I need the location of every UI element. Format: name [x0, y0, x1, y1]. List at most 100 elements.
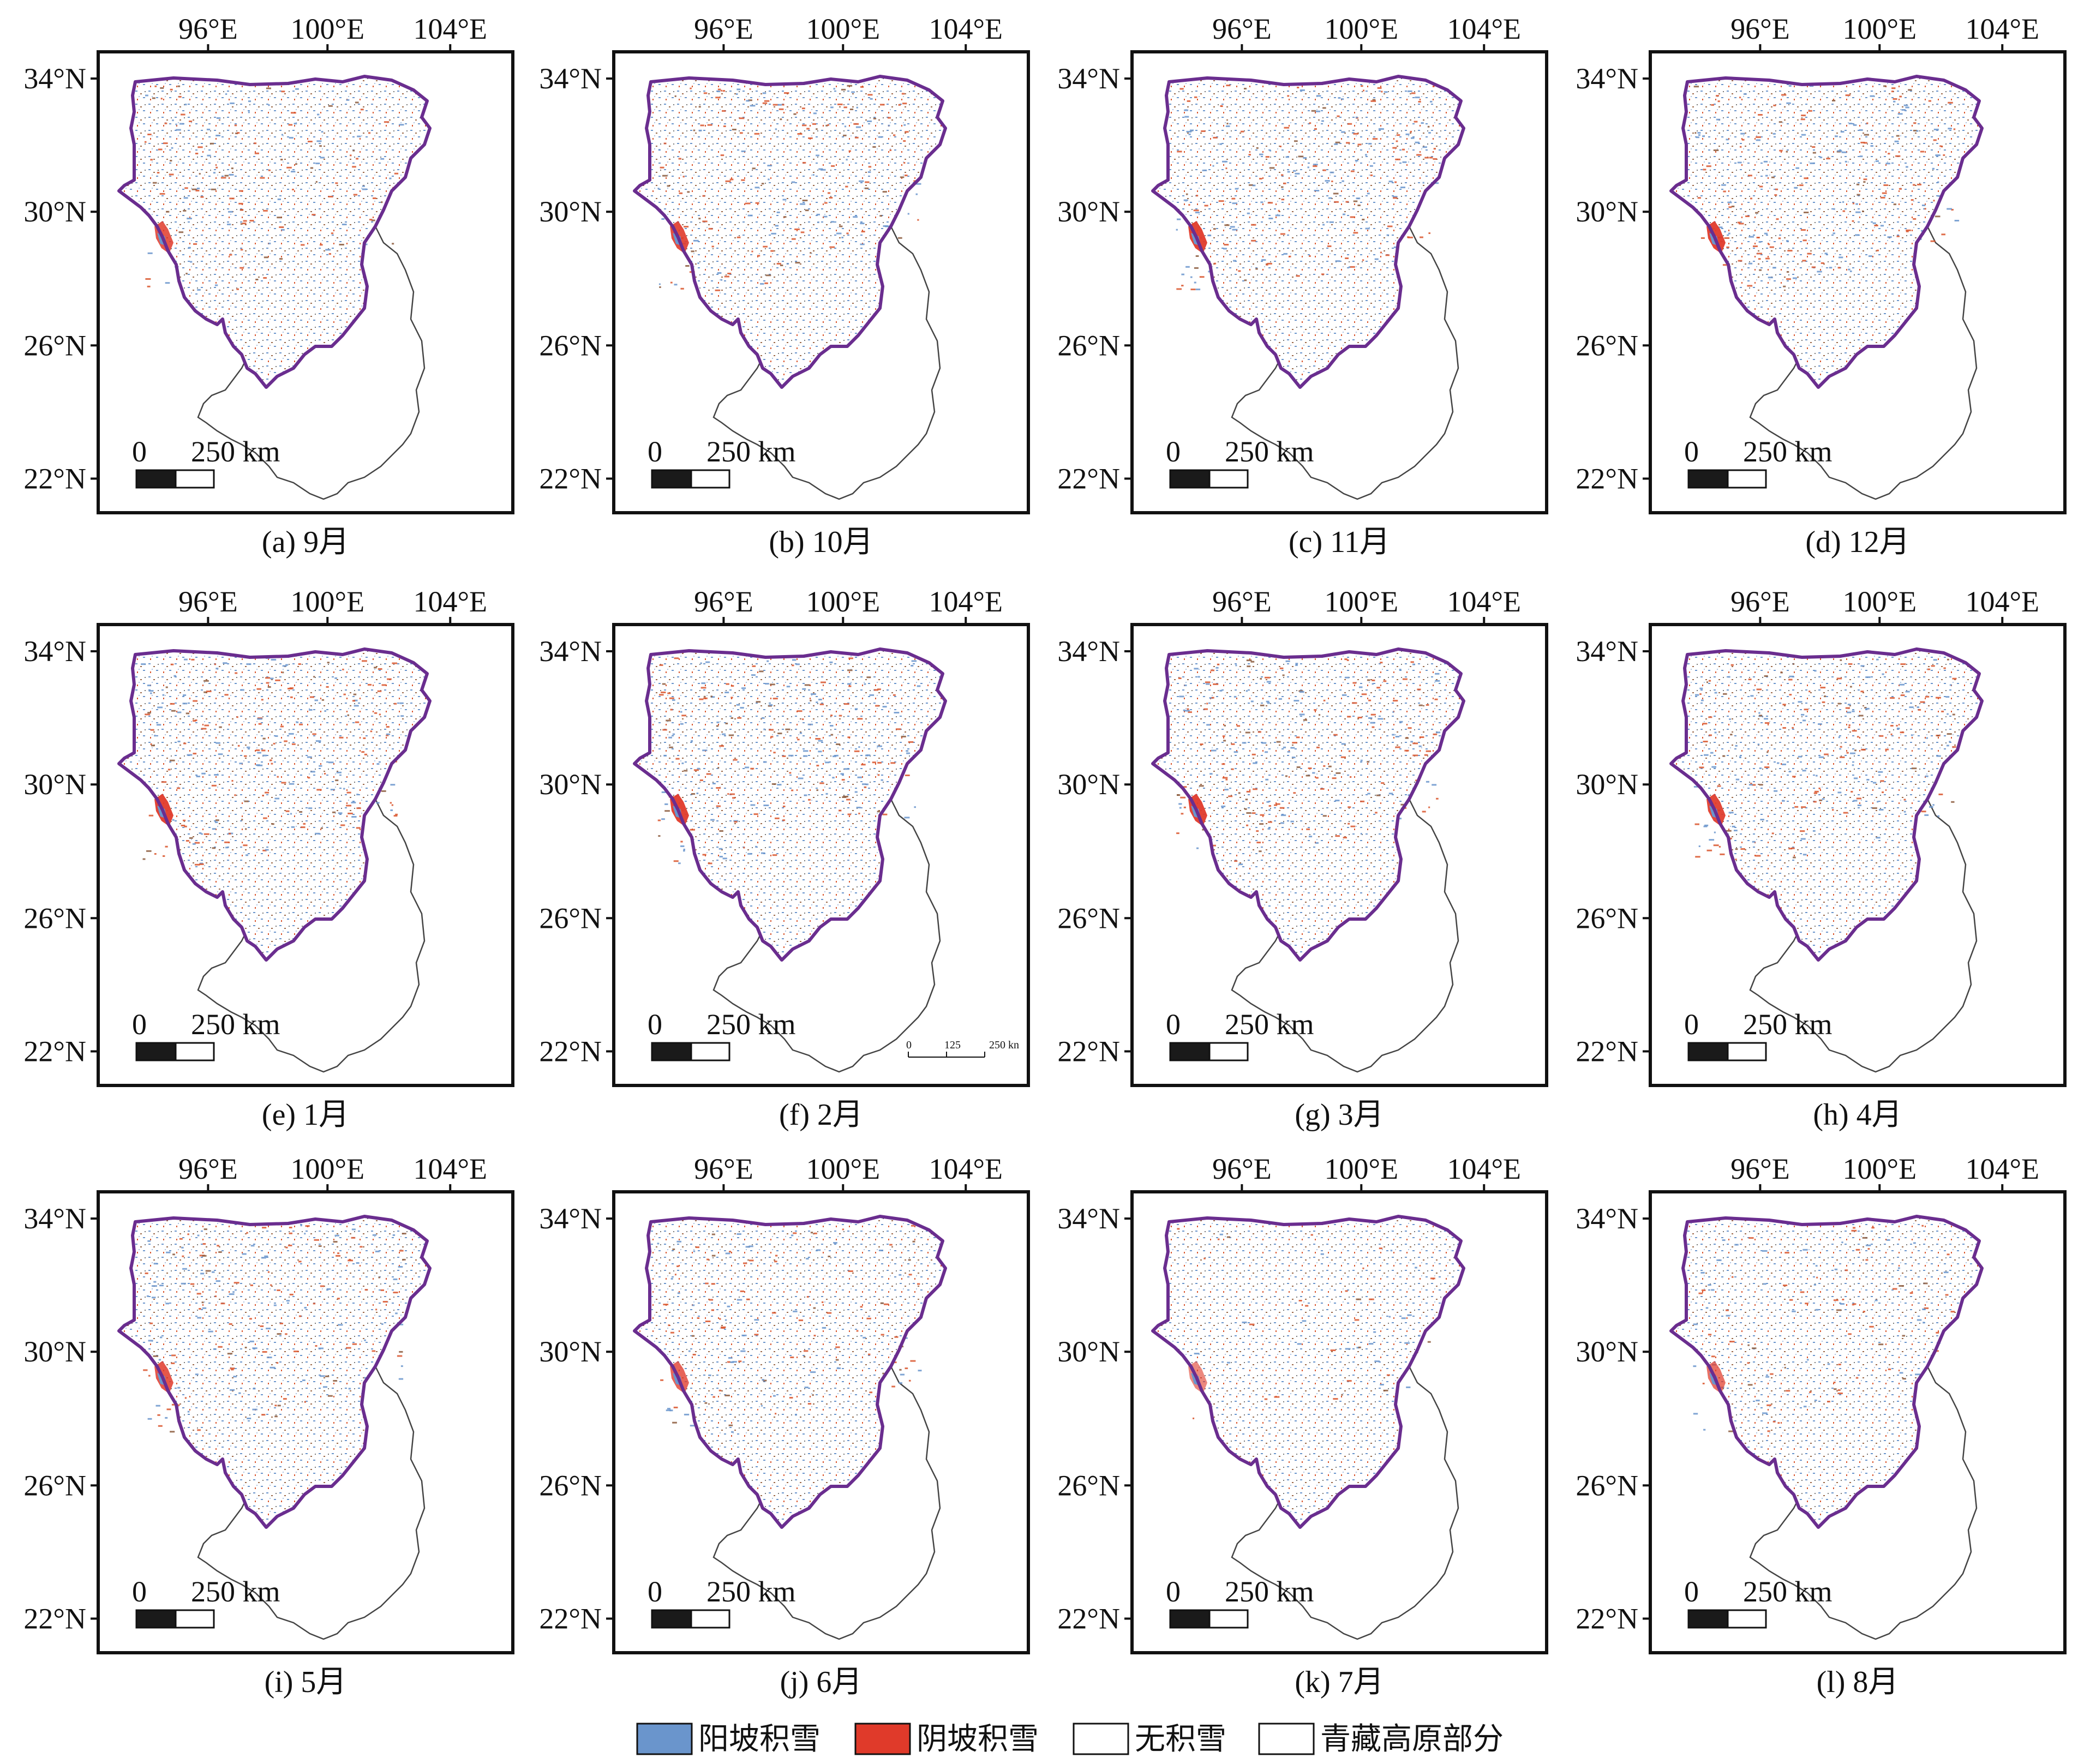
snow-pixel — [1913, 122, 1917, 124]
snow-pixel — [856, 1330, 859, 1332]
snow-pixel — [328, 761, 334, 764]
snow-pixel — [330, 789, 336, 791]
plateau-boundary — [1669, 75, 1984, 389]
snow-pixel — [375, 1309, 378, 1311]
snow-pixel — [806, 1258, 809, 1260]
snow-pixel — [669, 746, 673, 748]
snow-pixel — [147, 712, 151, 714]
snow-pixel — [1264, 1398, 1268, 1400]
snow-pixel — [1752, 1347, 1757, 1349]
snow-pixel — [244, 800, 249, 802]
snow-pixel — [1372, 683, 1374, 685]
snow-pixel — [858, 746, 860, 748]
snow-pixel — [1833, 232, 1835, 235]
snow-pixel — [1913, 218, 1917, 220]
snow-pixel — [1933, 200, 1935, 202]
snow-pixel — [700, 687, 706, 689]
snow-pixel — [1913, 1242, 1916, 1244]
snow-pixel — [244, 755, 247, 757]
snow-pixel — [395, 813, 398, 815]
snow-pixel — [147, 685, 151, 687]
snow-pixel — [1716, 95, 1719, 97]
lat-label: 22°N — [539, 1035, 602, 1067]
snow-pixel — [731, 1431, 734, 1433]
snow-pixel — [812, 1394, 814, 1396]
snow-pixel — [1865, 1244, 1871, 1246]
snow-pixel — [1247, 212, 1250, 214]
panel-caption: (j) 6月 — [780, 1665, 863, 1699]
snow-pixel — [1350, 170, 1355, 172]
snow-pixel — [1706, 681, 1708, 683]
snow-pixel — [184, 825, 187, 827]
snow-pixel — [803, 755, 808, 757]
snow-pixel — [1205, 681, 1211, 683]
snow-pixel — [289, 1227, 292, 1228]
snow-pixel — [265, 791, 270, 794]
snow-pixel — [1176, 288, 1182, 290]
snow-pixel — [148, 1375, 151, 1377]
snow-pixel — [1349, 266, 1351, 268]
snow-pixel — [1853, 1303, 1857, 1305]
snow-pixel — [1430, 100, 1433, 103]
snow-pixel — [1714, 831, 1716, 833]
snow-pixel — [1729, 718, 1731, 720]
snow-pixel — [1352, 132, 1355, 134]
snow-pixel — [1900, 731, 1905, 734]
snow-pixel — [659, 286, 661, 288]
snow-pixel — [271, 823, 274, 825]
snow-pixel — [1184, 710, 1190, 712]
snow-pixel — [912, 1240, 915, 1243]
snow-pixel — [212, 847, 216, 849]
snow-pixel — [1793, 856, 1796, 859]
snow-pixel — [810, 699, 812, 701]
snow-pixel — [315, 740, 321, 742]
legend-swatch-no-snow — [1073, 1723, 1129, 1755]
snow-pixel — [390, 809, 393, 811]
snow-pixel — [666, 1409, 672, 1412]
snow-pixel — [1307, 166, 1309, 169]
snow-pixel — [741, 179, 745, 181]
snow-pixel — [772, 698, 778, 700]
snow-pixel — [748, 99, 752, 101]
snow-pixel — [748, 1245, 753, 1247]
snow-pixel — [1233, 695, 1237, 698]
snow-pixel — [172, 819, 175, 821]
snow-pixel — [829, 661, 833, 663]
region-map — [1669, 75, 1984, 500]
snow-pixel — [863, 1336, 866, 1339]
lon-label: 100°E — [290, 13, 364, 45]
lon-label: 100°E — [806, 1153, 880, 1185]
snow-pixel — [312, 733, 316, 735]
snow-pixel — [1334, 143, 1338, 145]
lon-label: 100°E — [1842, 13, 1917, 45]
snow-pixel — [1789, 694, 1792, 696]
snow-pixel — [661, 691, 666, 693]
snow-pixel — [1370, 722, 1375, 724]
snow-pixel — [1855, 211, 1861, 213]
snow-pixel — [1842, 201, 1845, 203]
snow-pixel — [1809, 1391, 1812, 1393]
snow-pixel — [371, 219, 375, 221]
map-panel-a: 96°E 100°E 104°E34°N30°N26°N22°N0 250 km(a)… — [23, 13, 514, 559]
snow-pixel — [1872, 807, 1877, 809]
snow-pixel — [146, 1295, 149, 1297]
snow-pixel — [1763, 160, 1768, 163]
snow-pixel — [353, 194, 358, 196]
snow-pixel — [355, 101, 359, 104]
snow-pixel — [697, 767, 700, 770]
snow-pixel — [181, 1282, 186, 1285]
snow-pixel — [791, 1234, 794, 1237]
snow-pixel — [218, 1346, 223, 1348]
snow-pixel — [1360, 800, 1365, 802]
snow-pixel — [1238, 270, 1241, 272]
snow-pixel — [281, 134, 283, 136]
snow-pixel — [1376, 794, 1381, 796]
snow-pixel — [1747, 175, 1752, 177]
snow-pixel — [1729, 837, 1732, 839]
snow-pixel — [1224, 244, 1229, 246]
snow-pixel — [1267, 262, 1272, 265]
snow-pixel — [1405, 737, 1409, 739]
snow-pixel — [798, 777, 804, 779]
snow-pixel — [285, 1333, 288, 1335]
snow-pixel — [1748, 784, 1753, 786]
